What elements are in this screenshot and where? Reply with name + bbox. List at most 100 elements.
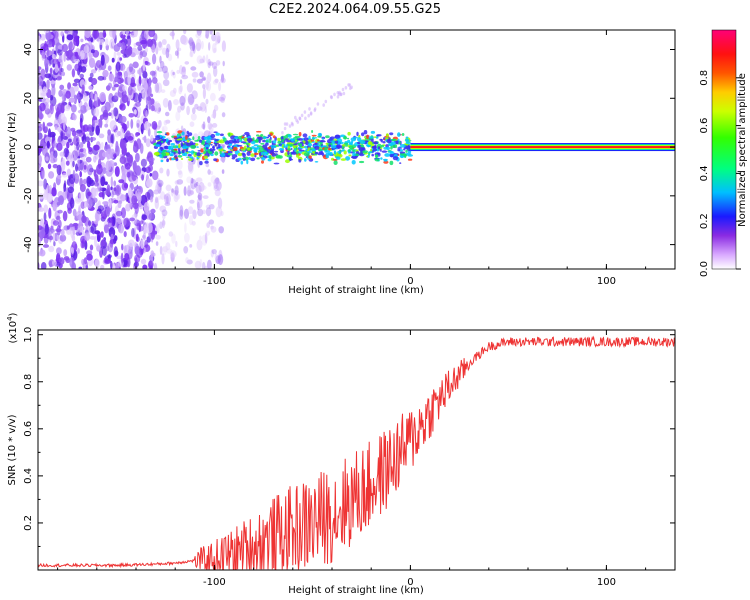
signal-speckle <box>244 131 250 136</box>
noise-speckle <box>145 166 151 174</box>
noise-speckle <box>178 86 183 95</box>
noise-speckle <box>202 84 206 89</box>
noise-speckle <box>80 201 86 209</box>
noise-speckle <box>118 179 125 184</box>
noise-speckle <box>121 165 126 176</box>
noise-speckle <box>161 126 165 138</box>
noise-speckle <box>211 114 215 118</box>
noise-speckle <box>151 170 159 181</box>
noise-speckle <box>161 125 168 132</box>
noise-speckle <box>94 174 99 183</box>
noise-speckle <box>72 160 75 168</box>
noise-speckle <box>56 142 63 152</box>
noise-speckle <box>196 239 203 251</box>
noise-speckle <box>84 30 91 39</box>
noise-speckle <box>90 49 95 54</box>
signal-speckle <box>204 144 210 149</box>
noise-speckle <box>73 58 81 63</box>
signal-speckle <box>156 131 163 134</box>
signal-speckle <box>153 152 160 156</box>
noise-speckle <box>214 189 221 197</box>
noise-speckle <box>38 155 43 164</box>
signal-speckle <box>234 136 239 140</box>
noise-speckle <box>99 92 106 103</box>
noise-speckle <box>154 82 160 94</box>
noise-speckle <box>92 119 95 128</box>
noise-speckle <box>86 106 91 111</box>
spectrogram-plot <box>38 30 675 269</box>
noise-speckle <box>40 88 46 99</box>
noise-speckle <box>205 98 209 105</box>
noise-speckle <box>163 194 167 200</box>
drift-speckle <box>281 131 284 135</box>
noise-speckle <box>207 116 211 124</box>
signal-speckle <box>310 139 315 142</box>
signal-speckle <box>203 155 208 159</box>
noise-speckle <box>114 184 122 196</box>
signal-speckle <box>386 133 389 137</box>
noise-speckle <box>162 98 169 108</box>
noise-speckle <box>197 208 204 217</box>
signal-speckle <box>170 157 175 161</box>
noise-speckle <box>86 253 93 261</box>
noise-speckle <box>189 121 195 127</box>
drift-speckle <box>283 122 287 126</box>
signal-speckle <box>177 130 183 134</box>
noise-speckle <box>38 225 43 230</box>
noise-speckle <box>51 53 57 60</box>
signal-speckle <box>346 137 350 140</box>
noise-speckle <box>68 97 76 103</box>
noise-speckle <box>124 244 132 254</box>
noise-speckle <box>208 42 211 51</box>
noise-speckle <box>147 127 151 137</box>
signal-speckle <box>293 143 298 146</box>
signal-speckle <box>368 136 374 139</box>
signal-speckle <box>168 145 171 150</box>
noise-speckle <box>73 85 79 92</box>
noise-speckle <box>60 31 64 37</box>
noise-speckle <box>60 228 65 237</box>
noise-speckle <box>83 92 87 98</box>
noise-speckle <box>179 95 186 106</box>
drift-speckle <box>300 113 304 118</box>
signal-speckle <box>407 145 410 148</box>
signal-speckle <box>314 137 317 139</box>
noise-speckle <box>121 94 128 103</box>
noise-speckle <box>40 262 47 269</box>
signal-speckle <box>278 143 282 146</box>
noise-speckle <box>171 233 176 244</box>
noise-speckle <box>97 98 101 107</box>
noise-speckle <box>51 85 56 97</box>
noise-speckle <box>134 246 140 255</box>
signal-speckle <box>196 152 201 157</box>
y-axis-multiplier: (x104) <box>6 312 19 343</box>
signal-speckle <box>190 150 195 155</box>
noise-speckle <box>48 245 55 253</box>
noise-speckle <box>186 189 193 197</box>
signal-speckle <box>325 135 330 139</box>
noise-speckle <box>161 65 168 74</box>
signal-speckle <box>324 147 329 151</box>
signal-speckle <box>336 144 341 149</box>
noise-speckle <box>109 120 117 130</box>
signal-speckle <box>256 157 260 160</box>
noise-speckle <box>109 198 112 209</box>
signal-speckle <box>214 151 219 156</box>
colorbar-tick-label: 0.4 <box>699 165 710 181</box>
signal-speckle <box>314 145 320 150</box>
signal-speckle <box>185 148 189 151</box>
noise-speckle <box>85 136 90 143</box>
noise-speckle <box>53 155 58 163</box>
drift-speckle <box>347 83 350 87</box>
noise-speckle <box>144 121 151 131</box>
signal-speckle <box>252 137 255 141</box>
noise-speckle <box>106 148 113 160</box>
noise-speckle <box>127 85 133 96</box>
noise-speckle <box>145 109 148 119</box>
noise-speckle <box>153 262 158 269</box>
drift-speckle <box>324 99 328 104</box>
noise-speckle <box>190 66 197 71</box>
noise-speckle <box>73 78 80 84</box>
noise-speckle <box>61 43 68 53</box>
noise-speckle <box>214 39 218 46</box>
